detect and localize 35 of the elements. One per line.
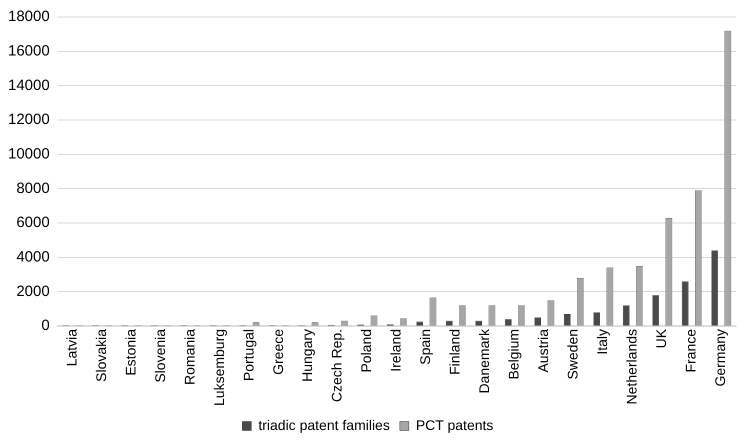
x-tick-label: Danemark <box>476 328 492 394</box>
y-tick-label: 18000 <box>8 8 50 26</box>
y-tick-label: 6000 <box>16 214 50 232</box>
y-tick-label: 2000 <box>16 282 50 300</box>
legend-label: triadic patent families <box>258 416 390 433</box>
x-tick-label: Greece <box>270 328 286 375</box>
x-tick-label: Italy <box>594 328 610 355</box>
x-tick-label: UK <box>653 328 670 348</box>
x-tick-label: Estonia <box>122 328 138 376</box>
y-tick-label: 14000 <box>8 76 50 94</box>
x-tick-label: Romania <box>181 328 198 385</box>
x-tick-label: Sweden <box>564 328 581 380</box>
x-tick-label: Poland <box>358 328 374 373</box>
x-tick-label: Slovakia <box>92 328 109 382</box>
y-tick-label: 0 <box>41 317 50 334</box>
x-tick-label: Austria <box>535 328 552 373</box>
x-tick-label: Luksemburg <box>210 328 227 406</box>
y-tick-label: 16000 <box>8 42 50 60</box>
x-tick-label: Latvia <box>63 328 80 366</box>
y-tick-label: 8000 <box>16 180 50 197</box>
x-tick-label: Hungary <box>299 328 316 382</box>
x-tick-label: Czech Rep. <box>328 328 345 402</box>
x-tick-label: Netherlands <box>624 328 640 404</box>
x-tick-label: Finland <box>446 328 463 375</box>
legend-label: PCT patents <box>416 416 494 433</box>
y-tick-label: 4000 <box>16 248 50 266</box>
x-tick-label: France <box>682 328 699 373</box>
x-tick-label: Belgium <box>506 328 522 380</box>
y-tick-label: 12000 <box>8 111 50 128</box>
x-tick-label: Germany <box>712 328 728 387</box>
x-tick-label: Ireland <box>388 328 404 372</box>
x-tick-label: Spain <box>417 328 434 365</box>
y-tick-label: 10000 <box>8 145 50 162</box>
x-tick-label: Slovenia <box>152 328 168 383</box>
x-tick-label: Portugal <box>240 328 256 382</box>
